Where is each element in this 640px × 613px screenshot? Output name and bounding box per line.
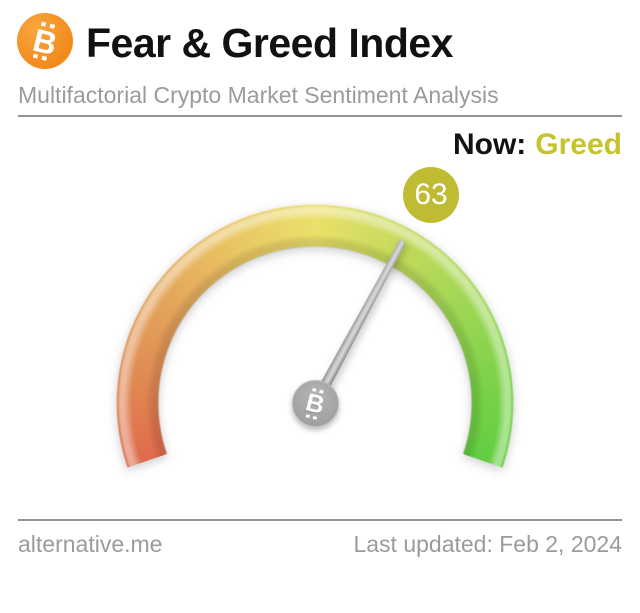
classification-label: Greed: [535, 128, 622, 161]
status-line: Now: Greed: [453, 128, 622, 162]
fear-greed-widget: B Fear & Greed Index Multifactorial Cryp…: [17, 13, 622, 613]
now-label: Now:: [452, 128, 527, 161]
page-title: Fear & Greed Index: [86, 20, 453, 66]
footer-divider: [18, 519, 622, 521]
bitcoin-hub-icon: B: [302, 387, 327, 420]
footer-source: alternative.me: [18, 531, 163, 557]
bitcoin-icon: B: [17, 13, 73, 69]
footer-last-updated: Last updated: Feb 2, 2024: [353, 531, 622, 557]
gauge-needle: [310, 238, 407, 405]
bitcoin-b-glyph: B: [29, 21, 61, 63]
header-divider: [18, 115, 622, 117]
page-subtitle: Multifactorial Crypto Market Sentiment A…: [18, 82, 499, 108]
gauge-hub: B: [291, 379, 339, 427]
gauge-arc-wrap: [105, 193, 525, 613]
gauge: B: [105, 193, 525, 613]
